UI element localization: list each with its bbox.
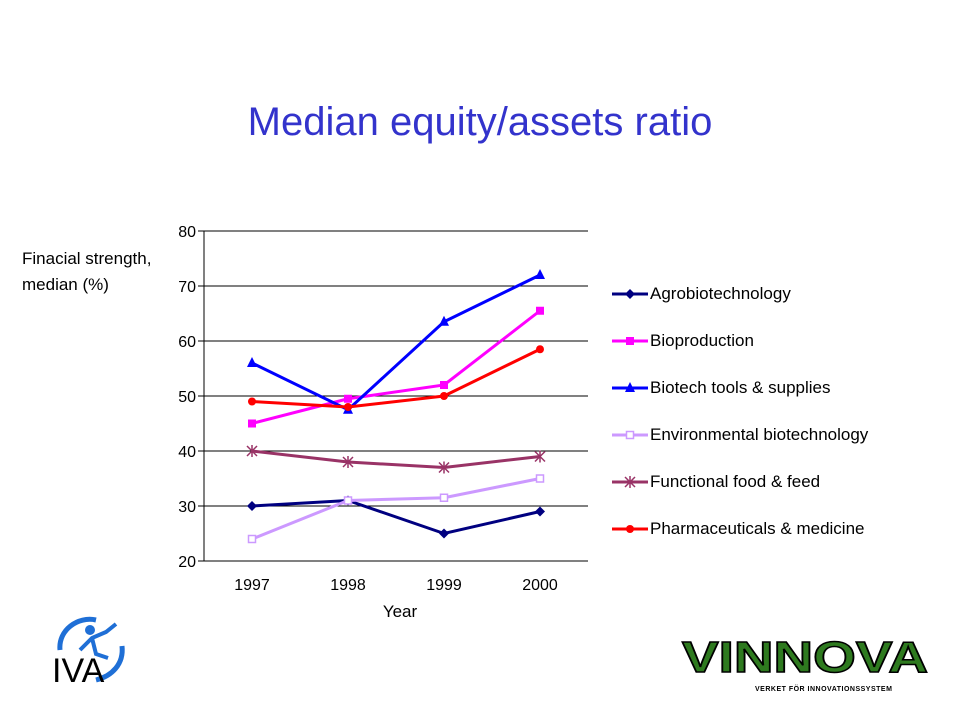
data-point-asterisk [624,475,636,488]
chart-title: Median equity/assets ratio [247,100,713,144]
vinnova-logo: VINNOVA VERKET FÖR INNOVATIONSSYSTEM [680,632,932,693]
y-tick-label: 60 [178,334,196,351]
data-point-square [344,394,352,403]
y-tick-label: 40 [178,444,196,461]
x-tick-label: 1997 [234,577,270,594]
data-point-triangle [439,315,449,326]
x-tick-label: 1998 [330,577,366,594]
series-line [251,273,541,412]
y-tick-label: 20 [178,554,196,571]
vinnova-logo-text: VINNOVA [682,636,928,682]
data-point-asterisk [342,456,354,468]
data-point-diamond [439,528,449,539]
legend-item: Functional food & feed [612,458,868,505]
y-tick-label: 50 [178,389,196,406]
axes [198,230,588,562]
legend-label: Bioproduction [650,330,754,350]
data-point-triangle [535,269,545,279]
series-functional-food-feed [246,445,546,474]
data-point-open-square [625,430,635,439]
x-tick-label: 2000 [522,577,558,594]
series-line [251,309,541,425]
x-tick-label: 1999 [426,577,462,594]
data-point-diamond [247,501,257,511]
legend-item: Environmental biotechnology [612,411,868,458]
legend-label: Pharmaceuticals & medicine [650,518,865,538]
vinnova-tagline: VERKET FÖR INNOVATIONSSYSTEM [755,686,893,693]
data-point-asterisk [246,445,258,457]
data-point-circle [344,403,352,411]
data-point-open-square [343,496,353,505]
legend-swatch [612,430,648,439]
legend-label: Biotech tools & supplies [650,377,831,397]
legend-item: Pharmaceuticals & medicine [612,505,868,552]
legend-swatch [612,475,648,488]
data-point-square [440,381,448,389]
legend-label: Environmental biotechnology [650,424,869,444]
legend-swatch [612,381,648,392]
series-environmental-biotechnology [247,474,545,544]
y-tick-label: 80 [178,224,196,241]
data-point-open-square [439,493,449,502]
data-point-square [626,336,634,345]
y-tick-label: 30 [178,499,196,516]
iva-logo: IVA [52,616,125,684]
data-point-square [536,306,544,315]
y-axis-label-line-2: median (%) [22,275,109,294]
tick-labels: 20 30 40 50 60 70 80 1997 1998 1999 2000 [178,224,558,594]
data-point-circle [440,392,448,400]
data-point-circle [536,345,544,354]
y-axis-label-line-1: Finacial strength, [22,249,152,268]
series-agrobiotechnology [247,495,545,539]
y-tick-label: 70 [178,279,196,296]
legend-swatch [612,524,648,533]
data-point-triangle [247,357,257,367]
legend-item: Bioproduction [612,317,868,364]
legend-label: Agrobiotechnology [650,283,791,303]
vinnova-wordmark: VINNOVA [681,632,929,683]
data-point-circle [248,397,256,406]
data-point-circle [626,524,634,533]
series-line [251,498,541,536]
data-point-triangle [625,381,635,392]
x-axis-label: Year [382,602,418,621]
legend-label: Functional food & feed [650,471,821,491]
series-bioproduction [248,306,544,428]
data-point-open-square [535,474,545,483]
iva-logo-text: IVA [52,652,105,684]
legend-item: Agrobiotechnology [612,270,868,317]
series-pharmaceuticals-medicine [248,345,544,411]
data-point-open-square [247,534,257,544]
data-point-asterisk [534,450,546,463]
data-point-diamond [535,506,545,517]
legend: Agrobiotechnology Bioproduction Biotech to… [612,270,868,552]
data-point-square [248,419,256,428]
y-axis-label: Finacial strength, median (%) [22,246,151,298]
series-line [251,477,541,541]
data-point-diamond [625,288,635,299]
legend-swatch [612,336,648,345]
series-layer [246,269,546,544]
legend-item: Biotech tools & supplies [612,364,868,411]
legend-swatch [612,288,648,299]
series-line [251,449,541,470]
series-line [251,347,541,409]
data-point-asterisk [438,461,450,474]
